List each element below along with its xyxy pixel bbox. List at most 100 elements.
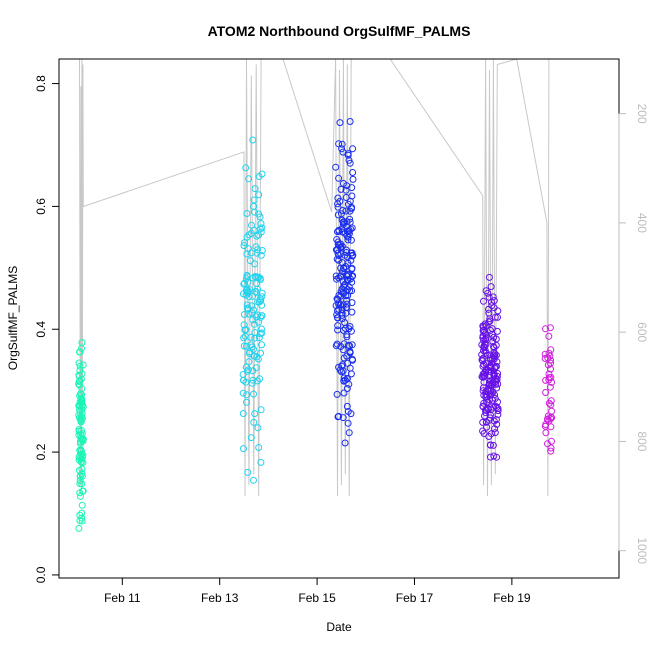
- data-point-series-1: [78, 370, 86, 378]
- data-point-series-2: [250, 476, 257, 484]
- data-point-series-2: [243, 301, 251, 309]
- data-point-series-3: [332, 272, 340, 280]
- data-point-series-3: [333, 311, 341, 319]
- data-point-series-3: [340, 340, 348, 348]
- data-point-series-4: [493, 372, 501, 380]
- data-point-series-2: [256, 274, 264, 282]
- data-point-series-2: [243, 286, 251, 294]
- data-point-series-2: [246, 257, 254, 265]
- data-point-series-3: [337, 301, 344, 309]
- data-point-series-3: [335, 174, 343, 182]
- altitude-profile-line: [79, 58, 550, 497]
- data-point-series-4: [490, 333, 498, 341]
- data-point-series-2: [244, 305, 252, 313]
- data-point-series-3: [341, 439, 349, 447]
- x-axis: Feb 11 Feb 13 Feb 15 Feb 17 Feb 19: [104, 577, 531, 605]
- data-point-series-2: [258, 247, 266, 254]
- data-point-series-3: [348, 184, 356, 192]
- data-point-series-3: [340, 389, 348, 397]
- data-point-series-4: [488, 325, 496, 333]
- data-point-series-4: [482, 409, 490, 417]
- data-point-series-3: [339, 278, 347, 286]
- data-point-series-4: [483, 423, 491, 431]
- data-point-series-3: [332, 302, 340, 309]
- y-axis: 0.0 0.2 0.4 0.6 0.8: [34, 75, 60, 583]
- data-point-series-3: [335, 256, 343, 264]
- data-point-series-4: [482, 336, 490, 344]
- x-tick-label: Feb 17: [396, 591, 434, 605]
- data-point-series-4: [484, 351, 492, 359]
- y-tick-label: 0.8: [34, 75, 48, 92]
- data-point-series-5: [545, 349, 553, 357]
- data-point-series-2: [254, 424, 262, 432]
- data-point-series-2: [243, 210, 251, 217]
- data-point-series-4: [493, 358, 501, 366]
- data-point-series-4: [479, 322, 487, 330]
- data-point-series-3: [348, 341, 356, 349]
- data-point-series-1: [77, 396, 85, 404]
- data-point-series-3: [337, 185, 345, 193]
- data-point-series-3: [334, 314, 342, 322]
- data-point-series-2: [241, 239, 248, 247]
- secondary-tick-label: 600: [635, 322, 649, 342]
- data-point-series-2: [245, 175, 253, 183]
- data-point-series-3: [349, 145, 357, 153]
- data-point-series-2: [240, 445, 247, 453]
- data-point-series-3: [343, 249, 351, 256]
- data-point-series-2: [249, 136, 257, 144]
- data-point-series-3: [334, 322, 342, 330]
- data-point-series-2: [249, 274, 257, 282]
- data-point-series-2: [243, 250, 251, 258]
- data-point-series-3: [337, 288, 345, 296]
- secondary-tick-label: 1000: [635, 537, 649, 564]
- data-point-series-3: [333, 340, 341, 348]
- data-point-series-4: [486, 368, 494, 376]
- data-point-series-4: [493, 327, 501, 335]
- data-point-series-3: [344, 341, 352, 349]
- data-point-series-1: [75, 359, 83, 367]
- data-point-series-2: [242, 342, 250, 350]
- data-point-series-3: [339, 148, 347, 156]
- data-point-series-4: [480, 297, 487, 305]
- data-point-series-1: [77, 447, 85, 455]
- data-point-series-3: [343, 232, 351, 240]
- data-point-series-3: [339, 180, 347, 187]
- data-point-series-1: [79, 403, 87, 411]
- data-point-series-2: [242, 164, 250, 172]
- data-point-series-1: [75, 453, 83, 461]
- data-point-series-2: [252, 273, 260, 281]
- chart-title: ATOM2 Northbound OrgSulfMF_PALMS: [208, 23, 471, 39]
- data-point-series-4: [479, 418, 487, 426]
- data-point-series-3: [339, 220, 347, 228]
- data-point-series-2: [247, 341, 255, 349]
- data-point-series-2: [242, 275, 250, 283]
- data-point-series-5: [548, 414, 556, 422]
- data-point-series-2: [254, 285, 261, 293]
- data-point-series-3: [339, 218, 347, 226]
- y-tick-label: 0.0: [34, 566, 48, 583]
- data-point-series-4: [489, 293, 497, 301]
- data-point-series-3: [332, 163, 340, 171]
- data-point-series-3: [338, 268, 346, 275]
- data-point-series-2: [255, 334, 263, 342]
- data-point-series-2: [256, 330, 264, 338]
- data-point-series-2: [245, 293, 253, 301]
- data-point-series-4: [490, 417, 498, 425]
- data-point-series-1: [78, 344, 85, 352]
- data-point-series-4: [483, 398, 491, 406]
- data-point-series-1: [75, 381, 83, 389]
- data-point-series-4: [485, 293, 493, 301]
- data-point-series-1: [78, 454, 86, 461]
- data-point-series-5: [547, 444, 555, 452]
- data-point-series-2: [239, 389, 247, 397]
- data-point-series-4: [489, 441, 497, 449]
- altitude-profile-layer: [79, 58, 550, 497]
- data-point-series-2: [242, 363, 250, 371]
- data-point-series-3: [344, 419, 352, 427]
- data-point-series-4: [485, 309, 493, 317]
- data-point-series-2: [247, 229, 255, 237]
- data-point-series-3: [338, 368, 345, 376]
- data-point-series-3: [333, 390, 341, 398]
- data-point-series-3: [343, 246, 350, 254]
- data-point-series-1: [78, 509, 86, 517]
